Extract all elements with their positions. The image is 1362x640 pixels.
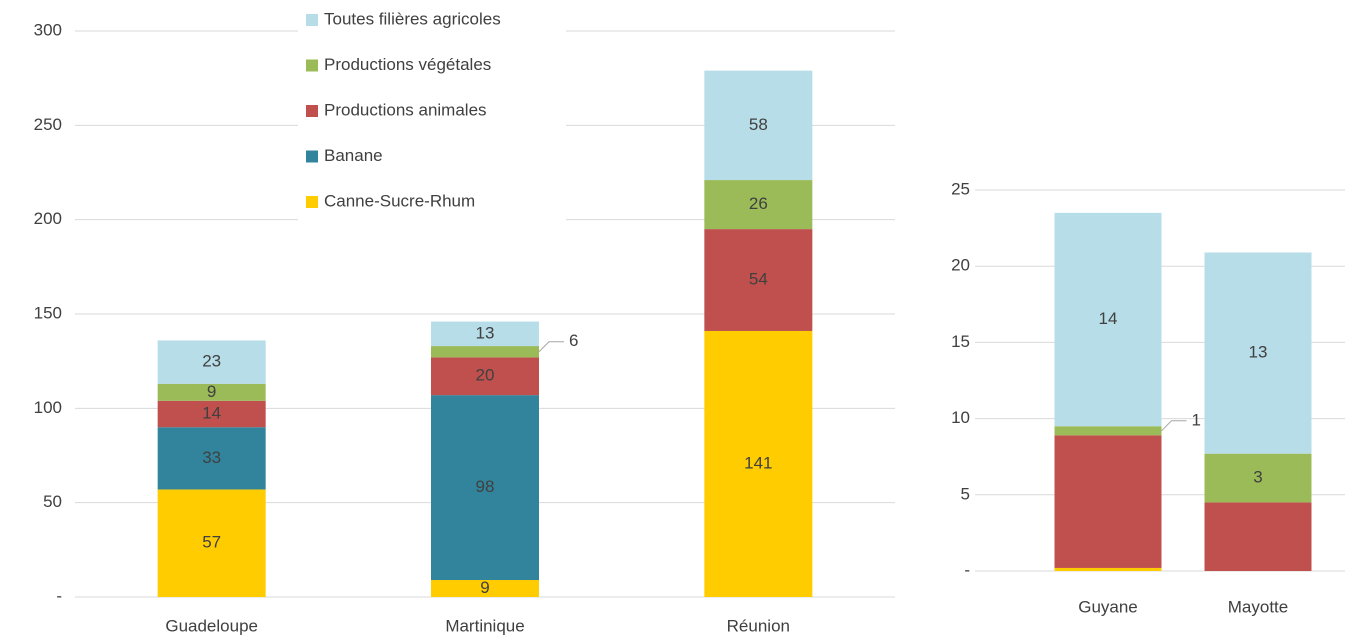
data-label: 26 xyxy=(749,194,768,213)
data-label: 14 xyxy=(202,403,221,422)
bar-segment xyxy=(431,357,539,396)
data-label: 14 xyxy=(1099,309,1118,328)
data-label: 57 xyxy=(202,533,221,552)
data-label: 6 xyxy=(569,331,578,350)
data-label: 23 xyxy=(202,352,221,371)
y-tick-label: 200 xyxy=(34,209,62,228)
bar-segment xyxy=(157,383,266,401)
bar-segment xyxy=(431,580,539,597)
legend-background xyxy=(298,2,566,224)
data-label: 13 xyxy=(476,323,495,342)
legend-label: Canne-Sucre-Rhum xyxy=(324,191,475,210)
bar-segment xyxy=(431,321,539,347)
bar-segment xyxy=(1204,502,1312,571)
bar-segment xyxy=(1054,212,1162,427)
y-tick-label: 25 xyxy=(951,179,970,198)
bar-segment xyxy=(1204,453,1312,503)
data-label: 20 xyxy=(476,366,495,385)
bar-segment xyxy=(157,489,266,597)
bar-segment xyxy=(431,395,539,581)
bar-segment xyxy=(1054,435,1162,568)
y-tick-label: 15 xyxy=(951,332,970,351)
y-tick-label: 20 xyxy=(951,256,970,275)
x-tick-label: Guyane xyxy=(1078,597,1138,616)
y-tick-label: 5 xyxy=(961,484,970,503)
data-label: 9 xyxy=(480,578,489,597)
bar-segment xyxy=(157,427,266,490)
data-label: 98 xyxy=(476,477,495,496)
legend-label: Banane xyxy=(324,146,383,165)
bar-segment xyxy=(431,346,539,358)
bar-segment xyxy=(1054,567,1162,571)
x-tick-label: Guadeloupe xyxy=(165,616,258,635)
bar-segment xyxy=(1204,252,1312,454)
data-label: 1 xyxy=(1192,410,1201,429)
y-tick-label: 250 xyxy=(34,115,62,134)
y-tick-label: 300 xyxy=(34,20,62,39)
legend-label: Productions animales xyxy=(324,100,487,119)
bar-segment xyxy=(704,229,813,331)
legend-swatch xyxy=(306,14,318,26)
data-label: 54 xyxy=(749,270,768,289)
leader-line xyxy=(1161,420,1187,432)
bar-segment xyxy=(704,70,813,181)
legend-label: Toutes filières agricoles xyxy=(324,9,501,28)
legend-swatch xyxy=(306,150,318,163)
y-tick-label: - xyxy=(56,586,62,605)
data-label: 3 xyxy=(1253,468,1262,487)
x-tick-label: Martinique xyxy=(445,616,524,635)
y-tick-label: 150 xyxy=(34,303,62,322)
y-tick-label: 50 xyxy=(43,492,62,511)
leader-line xyxy=(538,341,564,353)
bar-segment xyxy=(704,180,813,230)
legend-swatch xyxy=(306,59,318,72)
legend-swatch xyxy=(306,105,318,117)
bar-segment xyxy=(157,340,266,384)
bar-segment xyxy=(157,400,266,428)
data-label: 33 xyxy=(202,448,221,467)
x-tick-label: Réunion xyxy=(727,616,790,635)
data-label: 141 xyxy=(744,453,772,472)
bar-segment xyxy=(704,330,813,597)
y-tick-label: - xyxy=(964,560,970,579)
x-tick-label: Mayotte xyxy=(1228,597,1288,616)
y-tick-label: 100 xyxy=(34,398,62,417)
legend-swatch xyxy=(306,196,318,208)
data-label: 58 xyxy=(749,115,768,134)
legend-label: Productions végétales xyxy=(324,55,491,74)
bar-segment xyxy=(1054,426,1162,436)
data-label: 13 xyxy=(1249,343,1268,362)
data-label: 9 xyxy=(207,382,216,401)
y-tick-label: 10 xyxy=(951,408,970,427)
